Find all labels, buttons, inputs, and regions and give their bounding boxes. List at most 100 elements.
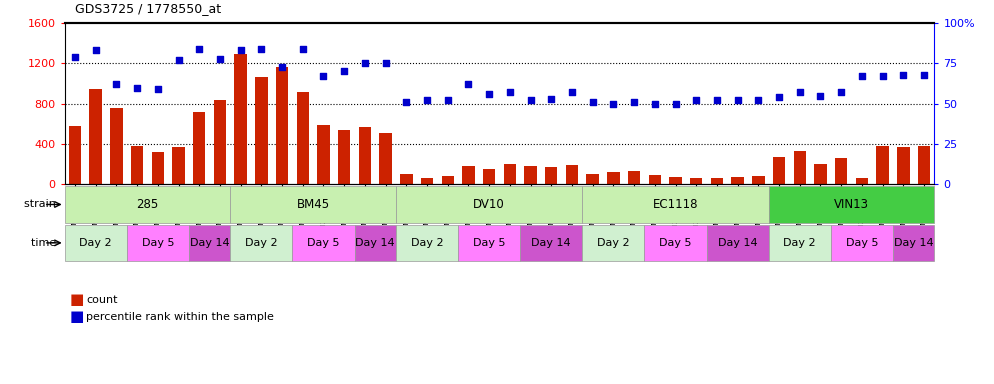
Bar [773,157,785,184]
Point [67,54,83,60]
Bar [648,175,661,184]
Bar [582,225,644,261]
Point [916,71,932,78]
Bar [917,146,930,184]
Text: Day 2: Day 2 [80,238,112,248]
Bar [752,176,764,184]
Point [274,63,290,70]
Bar [462,166,475,184]
Point [896,71,911,78]
Text: GDS3725 / 1778550_at: GDS3725 / 1778550_at [75,2,221,15]
Bar [65,186,231,223]
Bar [707,225,768,261]
Bar [275,68,288,184]
Text: DV10: DV10 [473,198,505,211]
Point [150,86,166,92]
Point [854,73,870,79]
Point [709,98,725,104]
Bar [690,178,703,184]
Bar [151,152,164,184]
Bar [458,225,520,261]
Point [626,99,642,105]
Bar [586,174,598,184]
Bar [566,165,579,184]
Bar [768,225,831,261]
Point [523,98,539,104]
Bar [338,130,350,184]
Text: strain: strain [24,199,60,210]
Text: Day 2: Day 2 [246,238,277,248]
Point [544,96,560,102]
Text: percentile rank within the sample: percentile rank within the sample [86,312,274,322]
Bar [131,146,143,184]
Text: Day 5: Day 5 [141,238,174,248]
Point [792,89,808,96]
Bar [193,112,206,184]
Bar [396,225,458,261]
Text: Day 5: Day 5 [473,238,505,248]
Text: ■: ■ [70,309,83,324]
Bar [69,126,82,184]
Point [399,99,414,105]
Point [253,46,269,52]
Point [688,98,704,104]
Point [336,68,352,74]
Bar [355,225,396,261]
Text: Day 14: Day 14 [190,238,230,248]
Bar [504,164,516,184]
Bar [255,78,267,184]
Bar [400,174,413,184]
Bar [296,92,309,184]
Text: Day 14: Day 14 [532,238,572,248]
Point [295,46,311,52]
Bar [380,133,392,184]
Bar [669,177,682,184]
Bar [420,178,433,184]
Bar [520,225,582,261]
Bar [628,171,640,184]
Point [419,98,435,104]
Text: VIN13: VIN13 [834,198,869,211]
Bar [545,167,558,184]
Text: ■: ■ [70,292,83,307]
Text: Day 14: Day 14 [356,238,395,248]
Bar [711,178,723,184]
Bar [856,178,868,184]
Point [502,89,518,96]
Bar [359,127,371,184]
Point [191,46,207,52]
Point [875,73,891,79]
Point [564,89,580,96]
Point [730,98,746,104]
Point [171,57,187,63]
Bar [814,164,827,184]
Bar [441,176,454,184]
Bar [483,169,495,184]
Point [108,81,124,88]
Text: count: count [86,295,118,305]
Point [812,93,828,99]
Point [357,60,373,66]
Point [129,84,145,91]
Bar [732,177,744,184]
Text: Day 2: Day 2 [411,238,443,248]
Bar [396,186,582,223]
Point [605,101,621,107]
Text: Day 14: Day 14 [718,238,757,248]
Point [833,89,849,96]
Point [315,73,331,79]
Bar [231,186,396,223]
Bar [231,225,292,261]
Text: time: time [31,238,60,248]
Bar [65,225,127,261]
Point [647,101,663,107]
Bar [172,147,185,184]
Bar [110,108,122,184]
Bar [317,125,330,184]
Point [233,47,248,53]
Point [460,81,476,88]
Point [439,98,455,104]
Bar [793,151,806,184]
Bar [235,54,247,184]
Text: Day 14: Day 14 [894,238,933,248]
